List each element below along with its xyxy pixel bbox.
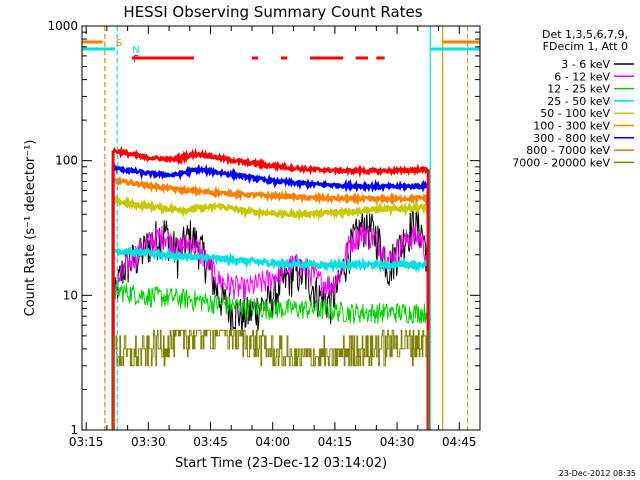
flags-layer: SNF <box>82 38 480 65</box>
flag-label-s: S <box>116 38 122 49</box>
legend-entry-label: 6 - 12 keV <box>554 70 610 83</box>
legend-entry-label: 100 - 300 keV <box>533 120 610 133</box>
legend-entry-label: 7000 - 20000 keV <box>512 156 610 169</box>
legend-header-line: Det 1,3,5,6,7,9, <box>542 28 628 41</box>
x-tick-label: 04:45 <box>442 435 477 449</box>
legend-entry-label: 50 - 100 keV <box>540 107 610 120</box>
x-tick-label: 04:00 <box>255 435 290 449</box>
legend-header-line: FDecim 1, Att 0 <box>543 40 628 53</box>
footer-timestamp: 23-Dec-2012 08:35 <box>559 469 636 478</box>
series-layer <box>111 145 430 430</box>
x-axis-label: Start Time (23-Dec-12 03:14:02) <box>175 456 387 471</box>
y-axis-label: Count Rate (s⁻¹ detector⁻¹) <box>23 140 38 317</box>
y-axis: 1 10 100 1000 <box>47 19 480 437</box>
x-tick-label: 03:15 <box>69 435 104 449</box>
series-line-6 <box>111 174 430 430</box>
legend-entry-label: 12 - 25 keV <box>547 83 610 96</box>
flag-label-n: N <box>132 45 139 56</box>
legend-entry-label: 300 - 800 keV <box>533 132 610 145</box>
x-tick-label: 03:30 <box>131 435 166 449</box>
x-tick-label: 04:15 <box>318 435 353 449</box>
series-line-4 <box>111 243 430 430</box>
legend-entry-label: 3 - 6 keV <box>561 58 610 71</box>
series-line-5 <box>111 194 430 430</box>
vertical-lines-layer <box>104 26 469 430</box>
legend-entry-label: 800 - 7000 keV <box>526 144 610 157</box>
legend-entry-label: 25 - 50 keV <box>547 95 610 108</box>
series-line-2 <box>112 222 429 430</box>
y-tick-label: 1000 <box>47 19 78 33</box>
series-line-8 <box>111 145 430 430</box>
x-axis: 03:15 03:30 03:45 04:00 04:15 04:30 04:45 <box>69 26 481 449</box>
series-line-3 <box>112 279 429 430</box>
y-tick-label: 1 <box>70 423 78 437</box>
y-tick-label: 10 <box>63 288 78 302</box>
plot-frame <box>81 25 481 431</box>
x-tick-label: 03:45 <box>193 435 228 449</box>
legend: Det 1,3,5,6,7,9,FDecim 1, Att 0 3 - 6 keV… <box>512 28 634 169</box>
x-tick-label: 04:30 <box>380 435 415 449</box>
series-line-7 <box>111 163 430 430</box>
series-line-9 <box>112 329 429 430</box>
y-tick-label: 100 <box>55 154 78 168</box>
chart-title: HESSI Observing Summary Count Rates <box>123 3 422 21</box>
flag-label-f: F <box>133 54 139 65</box>
